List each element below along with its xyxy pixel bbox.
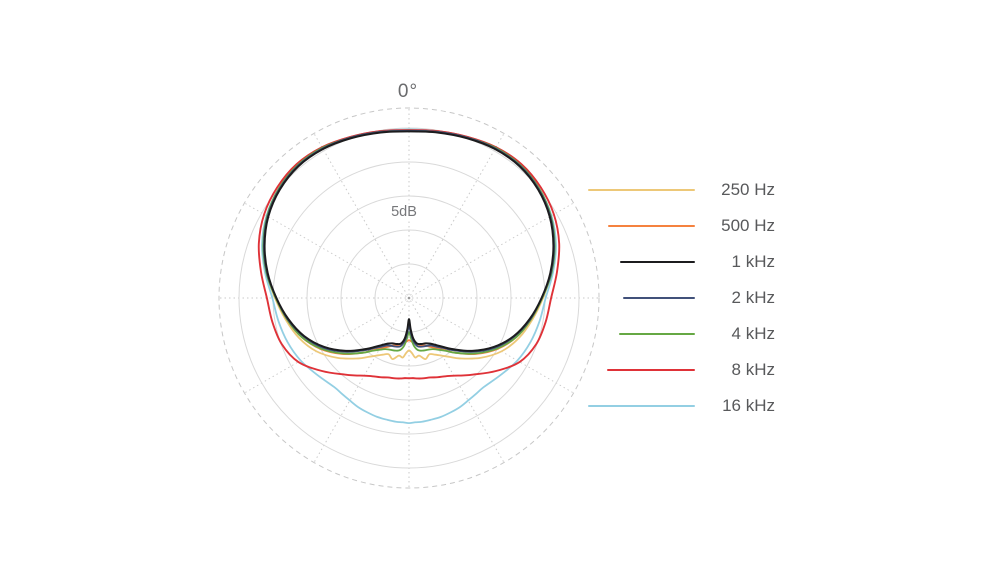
legend-item-250-hz: 250 Hz bbox=[586, 172, 775, 208]
legend-label-2-khz: 2 kHz bbox=[731, 288, 775, 307]
radial-gridline bbox=[410, 133, 505, 296]
legend-item-1-khz: 1 kHz bbox=[586, 244, 775, 280]
db-ring bbox=[340, 229, 478, 367]
legend-label-500-hz: 500 Hz bbox=[721, 216, 775, 235]
legend-swatch-box bbox=[586, 188, 695, 192]
angle-0-label: 0° bbox=[395, 81, 421, 103]
db-ring bbox=[306, 195, 512, 401]
legend-item-500-hz: 500 Hz bbox=[586, 208, 775, 244]
legend-swatch-box bbox=[586, 368, 695, 372]
legend-label-16-khz: 16 kHz bbox=[722, 396, 775, 415]
legend-swatch-box bbox=[586, 296, 695, 300]
db-scale-label: 5dB bbox=[388, 204, 420, 220]
legend-label-8-khz: 8 kHz bbox=[731, 360, 775, 379]
legend-swatch-1-khz bbox=[620, 260, 695, 264]
legend-item-4-khz: 4 kHz bbox=[586, 316, 775, 352]
legend-swatch-2-khz bbox=[623, 296, 695, 300]
outer-dashed-ring bbox=[218, 107, 600, 489]
legend-swatch-8-khz bbox=[607, 368, 695, 372]
legend-swatch-box bbox=[586, 224, 695, 228]
legend: 250 Hz 500 Hz 1 kHz 2 kHz 4 kHz 8 kHz 16 kHz bbox=[586, 172, 775, 424]
legend-item-2-khz: 2 kHz bbox=[586, 280, 775, 316]
legend-label-250-hz: 250 Hz bbox=[721, 180, 775, 199]
legend-item-16-khz: 16 kHz bbox=[586, 388, 775, 424]
curve-1-khz bbox=[263, 130, 555, 352]
legend-swatch-box bbox=[586, 332, 695, 336]
legend-swatch-16-khz bbox=[588, 404, 695, 408]
legend-swatch-box bbox=[586, 404, 695, 408]
legend-swatch-box bbox=[586, 260, 695, 264]
center-dot bbox=[407, 296, 411, 300]
legend-item-8-khz: 8 kHz bbox=[586, 352, 775, 388]
db-ring bbox=[238, 127, 580, 469]
legend-swatch-500-hz bbox=[608, 224, 695, 228]
legend-swatch-4-khz bbox=[619, 332, 695, 336]
legend-label-4-khz: 4 kHz bbox=[731, 324, 775, 343]
legend-swatch-250-hz bbox=[588, 188, 695, 192]
legend-label-1-khz: 1 kHz bbox=[731, 252, 775, 271]
